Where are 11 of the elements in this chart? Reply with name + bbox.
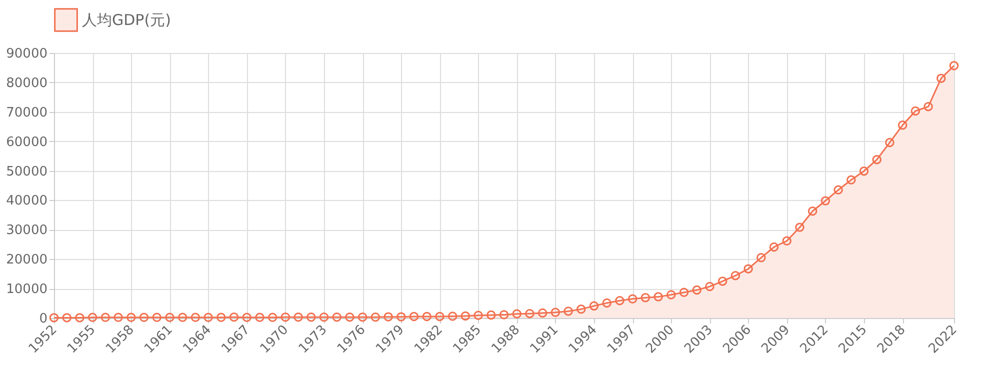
y-tick-label: 50000 [6, 164, 48, 180]
y-tick-label: 90000 [6, 46, 48, 62]
y-tick-label: 30000 [6, 223, 48, 238]
y-tick-label: 10000 [6, 282, 48, 298]
y-tick-label: 70000 [6, 105, 48, 120]
y-tick-label: 80000 [6, 76, 48, 91]
y-tick-label: 20000 [6, 252, 48, 268]
y-tick-label: 40000 [6, 194, 48, 209]
y-tick-label: 0 [39, 312, 48, 326]
y-tick-label: 60000 [6, 134, 48, 150]
legend-label: 人均GDP(元) [82, 11, 171, 29]
